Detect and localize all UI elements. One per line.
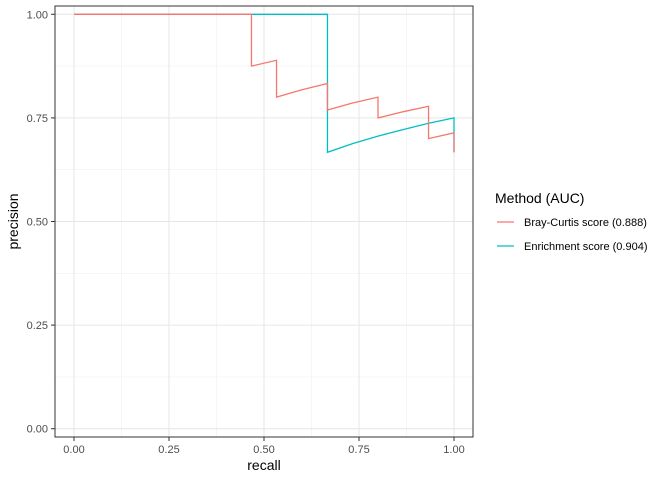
y-tick-label: 0.50 (27, 217, 48, 229)
grid-major (55, 6, 473, 437)
series-layer (74, 13, 455, 154)
legend-label: Bray-Curtis score (0.888) (524, 217, 647, 229)
x-tick-label: 0.00 (63, 444, 84, 456)
series-line-enrichment (74, 13, 455, 154)
legend: Method (AUC) Bray-Curtis score (0.888) En… (495, 190, 648, 253)
legend-label: Enrichment score (0.904) (524, 241, 648, 253)
x-tick-label: 0.50 (253, 444, 274, 456)
y-axis: 0.00 0.25 0.50 0.75 1.00 (27, 9, 55, 436)
y-tick-label: 1.00 (27, 9, 48, 21)
legend-title: Method (AUC) (495, 190, 584, 206)
x-tick-label: 1.00 (443, 444, 464, 456)
x-tick-label: 0.25 (158, 444, 179, 456)
y-tick-label: 0.25 (27, 320, 48, 332)
x-tick-label: 0.75 (348, 444, 369, 456)
y-axis-title: precision (5, 193, 21, 249)
x-axis: 0.00 0.25 0.50 0.75 1.00 (63, 437, 465, 456)
x-axis-title: recall (247, 457, 280, 473)
y-tick-label: 0.75 (27, 113, 48, 125)
y-tick-label: 0.00 (27, 424, 48, 436)
series-line-bray-curtis (74, 13, 455, 153)
